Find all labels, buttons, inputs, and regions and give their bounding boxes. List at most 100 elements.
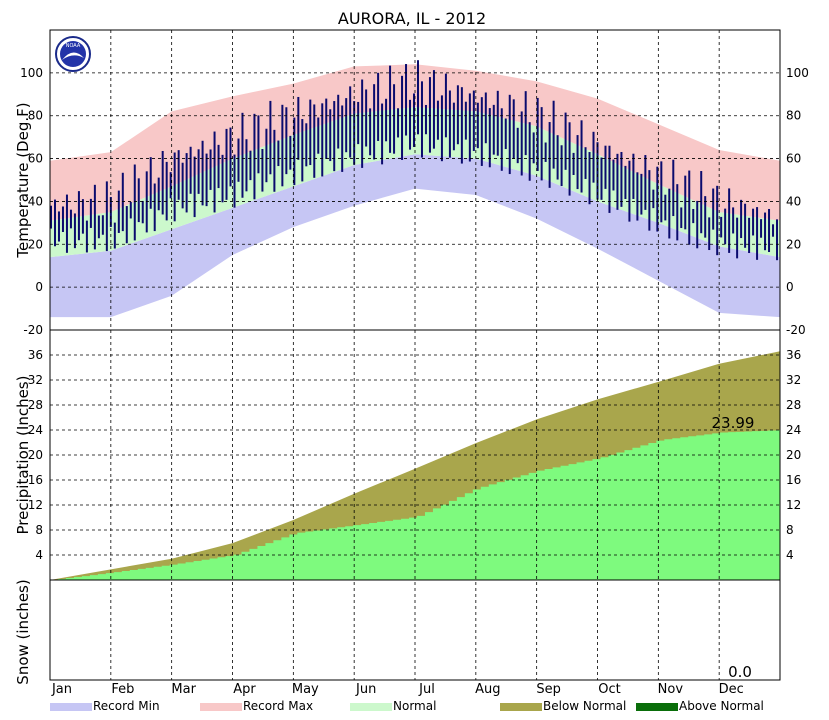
- precip-tick-left: 4: [35, 548, 43, 562]
- daily-temperature-bar: [377, 72, 380, 141]
- daily-temperature-bar: [149, 157, 152, 209]
- daily-temperature-bar: [397, 108, 400, 138]
- daily-temperature-bar: [133, 164, 136, 241]
- daily-temperature-bar: [249, 150, 252, 181]
- daily-temperature-bar: [337, 94, 340, 149]
- daily-temperature-bar: [409, 99, 412, 150]
- precip-tick-left: 32: [28, 373, 43, 387]
- month-label: Dec: [719, 682, 744, 697]
- daily-temperature-bar: [85, 220, 88, 253]
- daily-temperature-bar: [253, 113, 256, 200]
- daily-temperature-bar: [436, 100, 439, 140]
- daily-temperature-bar: [484, 92, 487, 144]
- daily-temperature-bar: [217, 144, 220, 189]
- daily-temperature-bar: [169, 172, 172, 199]
- daily-temperature-bar: [141, 200, 144, 224]
- daily-temperature-bar: [389, 65, 392, 153]
- temp-tick-left: 60: [28, 152, 43, 166]
- daily-temperature-bar: [696, 200, 699, 249]
- daily-temperature-bar: [313, 104, 316, 178]
- month-label: Feb: [111, 682, 134, 697]
- daily-temperature-bar: [105, 181, 108, 252]
- daily-temperature-bar: [480, 97, 483, 166]
- precip-total-label: 23.99: [712, 414, 755, 432]
- daily-temperature-bar: [401, 75, 404, 160]
- daily-temperature-bar: [61, 206, 64, 232]
- daily-temperature-bar: [209, 149, 212, 190]
- precip-tick-left: 24: [28, 423, 43, 437]
- daily-temperature-bar: [500, 108, 503, 171]
- daily-temperature-bar: [700, 171, 703, 234]
- daily-temperature-bar: [624, 165, 627, 200]
- daily-temperature-bar: [317, 117, 320, 154]
- temp-tick-right: -20: [786, 323, 806, 337]
- legend-label: Above Normal: [679, 699, 764, 713]
- daily-temperature-bar: [528, 122, 531, 181]
- temp-tick-right: 100: [786, 66, 809, 80]
- daily-temperature-bar: [381, 103, 384, 165]
- daily-temperature-bar: [524, 91, 527, 156]
- daily-temperature-bar: [69, 209, 72, 229]
- daily-temperature-bar: [776, 219, 779, 261]
- month-label: Mar: [171, 682, 196, 697]
- legend-swatch: [350, 703, 392, 711]
- daily-temperature-bar: [269, 100, 272, 175]
- legend-label: Record Min: [93, 699, 160, 713]
- snow-axis-label: Snow (inches): [14, 579, 32, 684]
- daily-temperature-bar: [165, 161, 168, 221]
- daily-temperature-bar: [516, 127, 519, 164]
- daily-temperature-bar: [492, 104, 495, 155]
- daily-temperature-bar: [548, 122, 551, 188]
- daily-temperature-bar: [405, 64, 408, 136]
- daily-temperature-bar: [580, 120, 583, 193]
- daily-temperature-bar: [101, 215, 104, 235]
- daily-temperature-bar: [153, 183, 156, 232]
- daily-temperature-bar: [564, 112, 567, 170]
- daily-temperature-bar: [532, 132, 535, 164]
- month-label: Jan: [51, 682, 72, 697]
- daily-temperature-bar: [560, 145, 563, 187]
- daily-temperature-bar: [413, 93, 416, 147]
- daily-temperature-bar: [668, 188, 671, 239]
- precip-tick-right: 16: [786, 473, 801, 487]
- daily-temperature-bar: [213, 131, 216, 213]
- daily-temperature-bar: [708, 217, 711, 251]
- daily-temperature-bar: [468, 93, 471, 162]
- month-label: Aug: [475, 682, 500, 697]
- daily-temperature-bar: [540, 107, 543, 181]
- temp-tick-left: 80: [28, 109, 43, 123]
- daily-temperature-bar: [349, 86, 352, 158]
- temp-tick-right: 0: [786, 280, 794, 294]
- daily-temperature-bar: [117, 190, 120, 233]
- precip-tick-left: 28: [28, 398, 43, 412]
- daily-temperature-bar: [193, 156, 196, 218]
- daily-temperature-bar: [552, 100, 555, 169]
- noaa-logo-bird: [62, 52, 84, 60]
- daily-temperature-bar: [341, 105, 344, 172]
- precip-tick-left: 12: [28, 498, 43, 512]
- daily-temperature-bar: [369, 108, 372, 156]
- daily-temperature-bar: [736, 217, 739, 259]
- daily-temperature-bar: [121, 172, 124, 232]
- daily-temperature-bar: [640, 173, 643, 215]
- legend-label: Record Max: [243, 699, 313, 713]
- legend-swatch: [636, 703, 678, 711]
- daily-temperature-bar: [504, 118, 507, 150]
- noaa-logo-text: NOAA: [66, 43, 81, 49]
- daily-temperature-bar: [285, 107, 288, 175]
- daily-temperature-bar: [680, 207, 683, 229]
- daily-temperature-bar: [440, 95, 443, 162]
- daily-temperature-bar: [448, 90, 451, 158]
- daily-temperature-bar: [221, 154, 224, 203]
- daily-temperature-bar: [113, 222, 116, 249]
- daily-temperature-bar: [748, 217, 751, 254]
- daily-temperature-bar: [428, 77, 431, 153]
- temp-tick-right: 80: [786, 109, 801, 123]
- daily-temperature-bar: [241, 112, 244, 198]
- daily-temperature-bar: [189, 146, 192, 194]
- daily-temperature-bar: [768, 208, 771, 253]
- daily-temperature-bar: [53, 199, 56, 247]
- daily-temperature-bar: [592, 131, 595, 183]
- daily-temperature-bar: [520, 111, 523, 176]
